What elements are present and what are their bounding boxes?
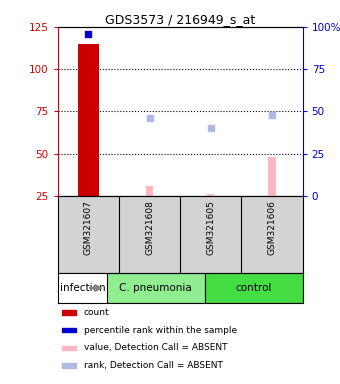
Bar <box>62 328 76 332</box>
Text: infection: infection <box>60 283 106 293</box>
Text: rank, Detection Call = ABSENT: rank, Detection Call = ABSENT <box>84 361 223 370</box>
Text: value, Detection Call = ABSENT: value, Detection Call = ABSENT <box>84 343 227 353</box>
Bar <box>62 346 76 350</box>
Text: GSM321606: GSM321606 <box>268 200 276 255</box>
Bar <box>78 44 99 196</box>
Text: C. pneumonia: C. pneumonia <box>119 283 192 293</box>
Bar <box>62 363 76 368</box>
Bar <box>207 194 215 196</box>
Text: percentile rank within the sample: percentile rank within the sample <box>84 326 237 335</box>
Bar <box>62 310 76 315</box>
Bar <box>107 273 205 303</box>
Text: GSM321608: GSM321608 <box>145 200 154 255</box>
Text: GSM321607: GSM321607 <box>84 200 93 255</box>
Text: GSM321605: GSM321605 <box>206 200 215 255</box>
Bar <box>205 273 303 303</box>
Title: GDS3573 / 216949_s_at: GDS3573 / 216949_s_at <box>105 13 255 26</box>
Text: control: control <box>236 283 272 293</box>
Bar <box>146 186 153 196</box>
Text: count: count <box>84 308 109 317</box>
Bar <box>268 157 276 196</box>
